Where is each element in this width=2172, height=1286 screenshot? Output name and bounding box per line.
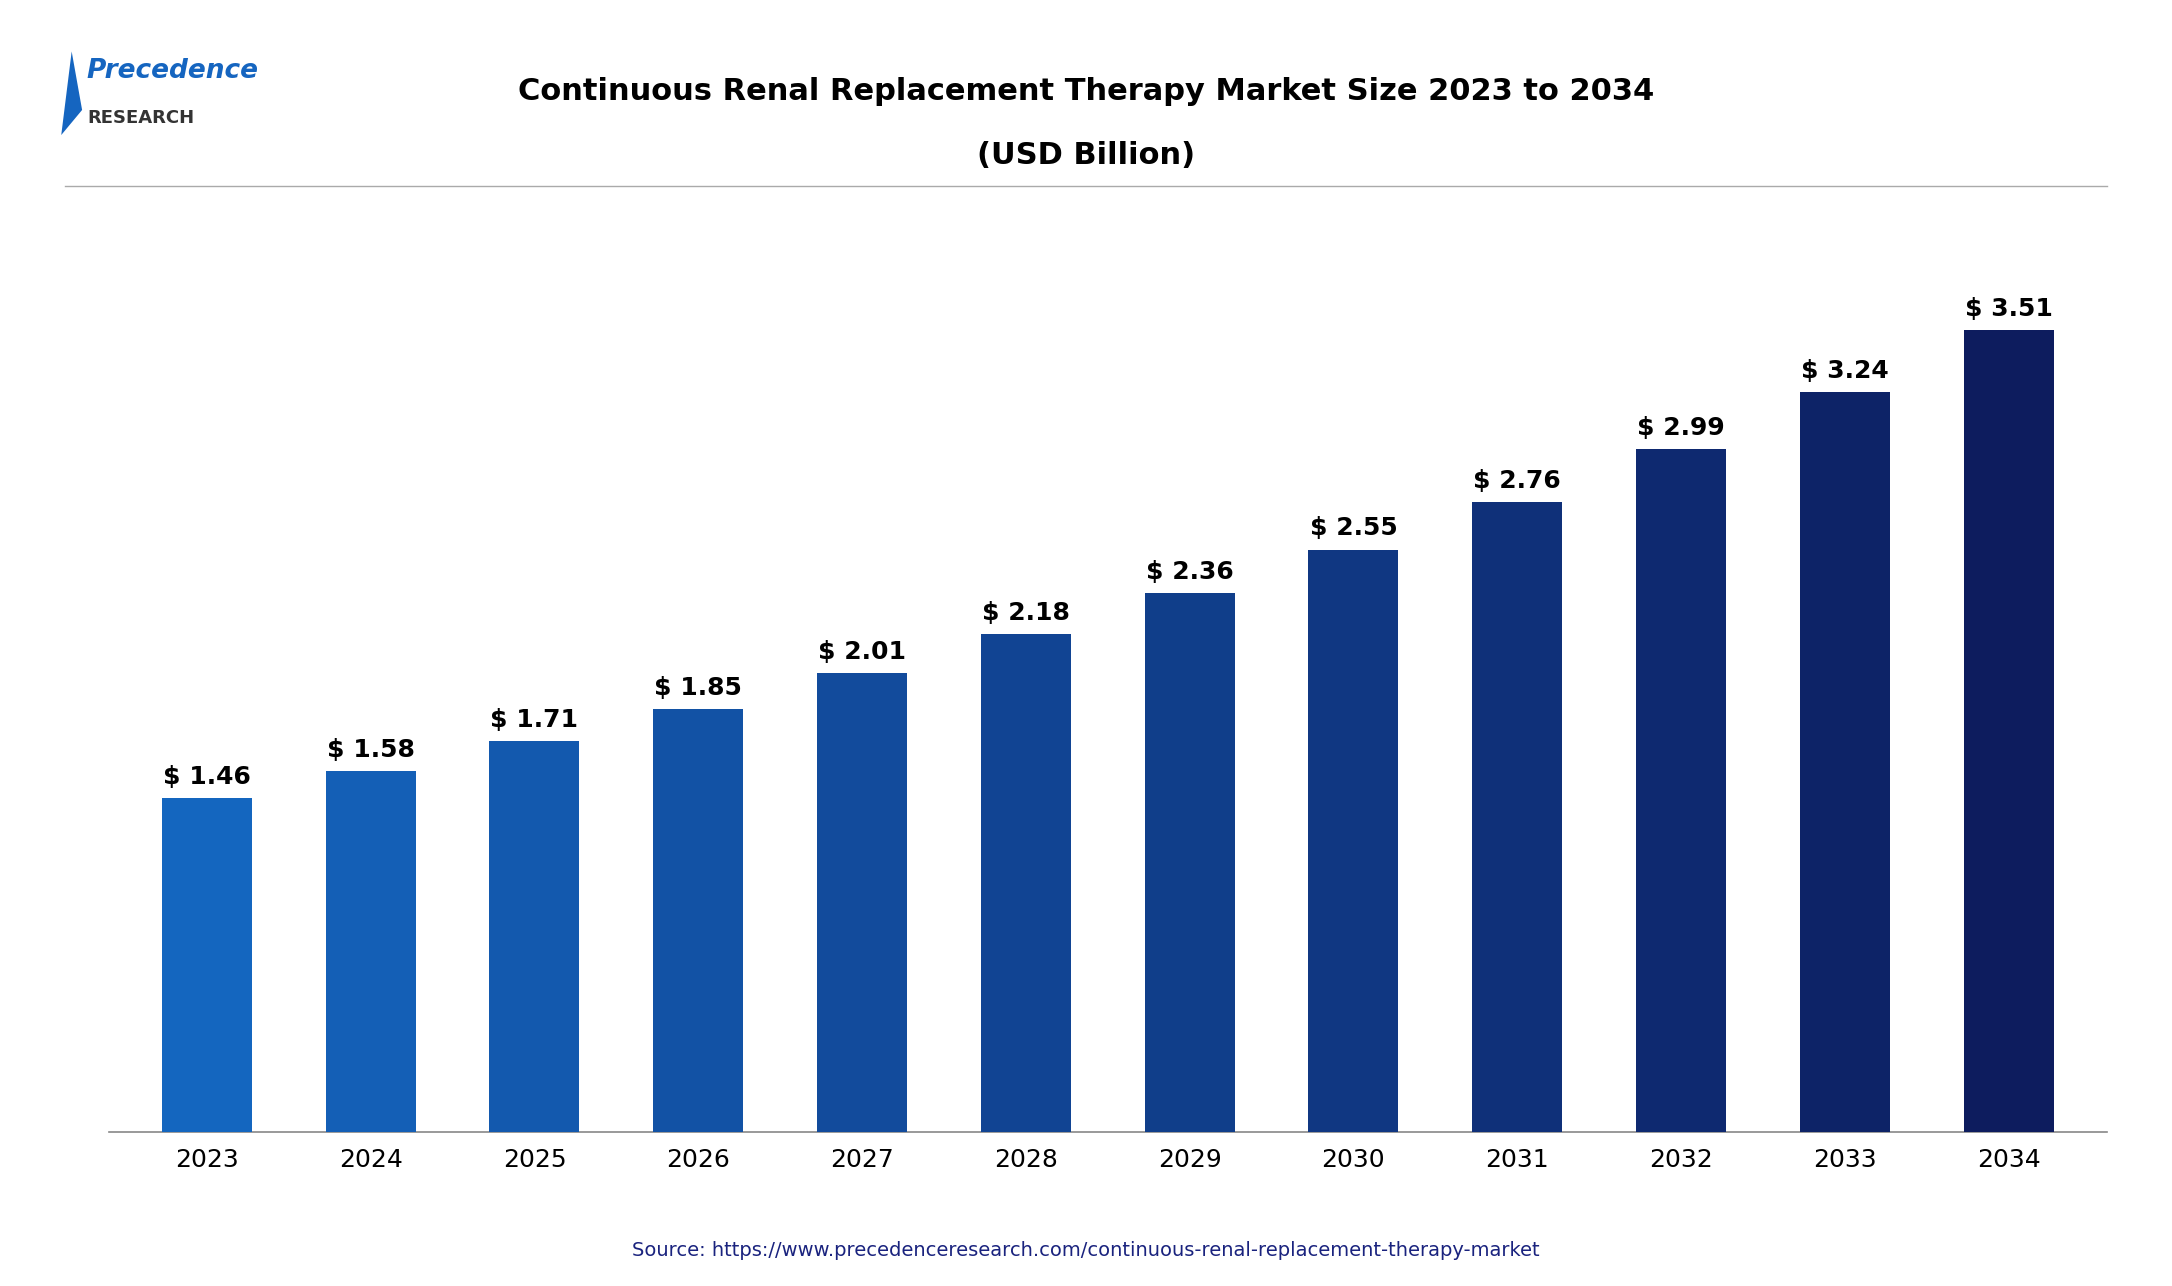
Bar bbox=[1636, 449, 1727, 1132]
Bar bbox=[1473, 502, 1562, 1132]
Text: Source: https://www.precedenceresearch.com/continuous-renal-replacement-therapy-: Source: https://www.precedenceresearch.c… bbox=[632, 1241, 1540, 1260]
Text: $ 3.51: $ 3.51 bbox=[1966, 297, 2053, 322]
Bar bbox=[1308, 549, 1399, 1132]
Bar bbox=[1145, 593, 1234, 1132]
Bar bbox=[817, 673, 908, 1132]
Text: $ 2.18: $ 2.18 bbox=[982, 601, 1071, 625]
Bar bbox=[1801, 392, 1890, 1132]
Text: $ 3.24: $ 3.24 bbox=[1801, 359, 1890, 383]
Polygon shape bbox=[61, 51, 83, 135]
Text: $ 2.99: $ 2.99 bbox=[1638, 417, 1725, 440]
Text: $ 2.55: $ 2.55 bbox=[1310, 517, 1397, 540]
Bar bbox=[489, 741, 580, 1132]
Text: $ 2.01: $ 2.01 bbox=[819, 639, 906, 664]
Text: $ 2.76: $ 2.76 bbox=[1473, 468, 1562, 493]
Text: $ 1.85: $ 1.85 bbox=[654, 676, 743, 701]
Text: Continuous Renal Replacement Therapy Market Size 2023 to 2034: Continuous Renal Replacement Therapy Mar… bbox=[517, 77, 1655, 107]
Text: $ 1.46: $ 1.46 bbox=[163, 765, 250, 790]
Text: (USD Billion): (USD Billion) bbox=[977, 141, 1195, 171]
Text: Precedence: Precedence bbox=[87, 58, 258, 84]
Text: RESEARCH: RESEARCH bbox=[87, 109, 193, 127]
Bar bbox=[163, 799, 252, 1132]
Text: $ 1.58: $ 1.58 bbox=[326, 738, 415, 761]
Bar bbox=[654, 710, 743, 1132]
Text: $ 2.36: $ 2.36 bbox=[1147, 559, 1234, 584]
Bar bbox=[1963, 331, 2053, 1132]
Text: $ 1.71: $ 1.71 bbox=[491, 709, 578, 732]
Bar bbox=[326, 772, 415, 1132]
Bar bbox=[982, 634, 1071, 1132]
